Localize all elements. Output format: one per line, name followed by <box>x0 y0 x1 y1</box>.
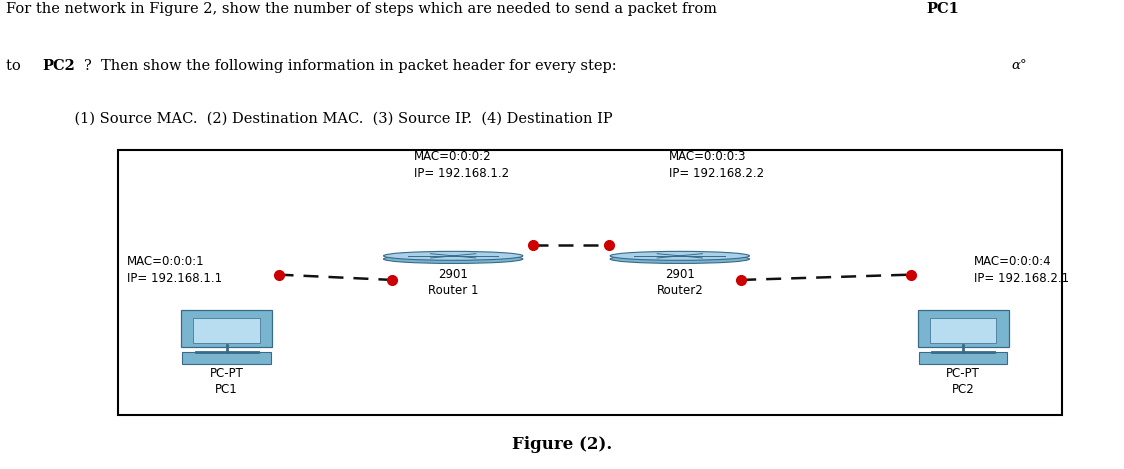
Text: PC-PT
PC1: PC-PT PC1 <box>210 367 244 395</box>
Text: MAC=0:0:0:4
IP= 192.168.2.1: MAC=0:0:0:4 IP= 192.168.2.1 <box>975 256 1069 286</box>
Text: PC2: PC2 <box>43 59 75 73</box>
Text: to: to <box>6 59 25 73</box>
Text: MAC=0:0:0:2
IP= 192.168.1.2: MAC=0:0:0:2 IP= 192.168.1.2 <box>414 150 509 180</box>
Text: 2901
Router2: 2901 Router2 <box>656 268 704 297</box>
FancyBboxPatch shape <box>181 310 272 347</box>
FancyBboxPatch shape <box>182 352 271 364</box>
Text: PC-PT
PC2: PC-PT PC2 <box>946 367 980 395</box>
Text: α°: α° <box>1012 59 1027 72</box>
Ellipse shape <box>383 251 523 260</box>
Text: PC1: PC1 <box>926 2 959 16</box>
FancyBboxPatch shape <box>193 318 260 343</box>
FancyBboxPatch shape <box>918 352 1007 364</box>
Ellipse shape <box>610 251 750 260</box>
Ellipse shape <box>610 255 750 264</box>
Text: MAC=0:0:0:3
IP= 192.168.2.2: MAC=0:0:0:3 IP= 192.168.2.2 <box>669 150 763 180</box>
FancyBboxPatch shape <box>118 150 1062 415</box>
FancyBboxPatch shape <box>930 318 996 343</box>
Text: Figure (2).: Figure (2). <box>511 436 613 453</box>
Ellipse shape <box>383 255 523 264</box>
FancyBboxPatch shape <box>917 310 1008 347</box>
Text: ?  Then show the following information in packet header for every step:: ? Then show the following information in… <box>84 59 617 73</box>
Text: MAC=0:0:0:1
IP= 192.168.1.1: MAC=0:0:0:1 IP= 192.168.1.1 <box>127 256 223 286</box>
Text: For the network in Figure 2, show the number of steps which are needed to send a: For the network in Figure 2, show the nu… <box>6 2 722 16</box>
Text: (1) Source MAC.  (2) Destination MAC.  (3) Source IP.  (4) Destination IP: (1) Source MAC. (2) Destination MAC. (3)… <box>56 112 613 126</box>
Text: 2901
Router 1: 2901 Router 1 <box>428 268 479 297</box>
